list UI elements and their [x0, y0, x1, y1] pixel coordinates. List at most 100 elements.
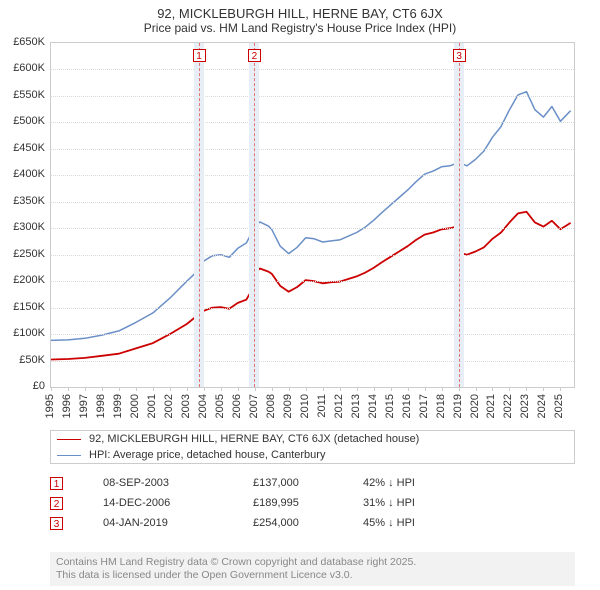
x-axis-label: 2011 [316, 394, 328, 418]
gridline [51, 122, 574, 123]
legend-label-hpi: HPI: Average price, detached house, Cant… [89, 449, 325, 461]
legend-swatch-hpi [57, 455, 81, 456]
x-tick [476, 387, 477, 391]
x-axis-label: 2018 [435, 394, 447, 418]
x-axis-label: 2019 [452, 394, 464, 418]
y-axis-label: £250K [1, 248, 45, 260]
x-tick [543, 387, 544, 391]
legend-row-property: 92, MICKLEBURGH HILL, HERNE BAY, CT6 6JX… [51, 431, 574, 447]
x-tick [323, 387, 324, 391]
y-axis-label: £550K [1, 89, 45, 101]
x-axis-label: 2004 [197, 394, 209, 418]
legend-row-hpi: HPI: Average price, detached house, Cant… [51, 447, 574, 463]
x-tick [492, 387, 493, 391]
plot-area: 123 [50, 42, 575, 388]
x-tick [187, 387, 188, 391]
x-tick [170, 387, 171, 391]
x-axis-label: 2013 [350, 394, 362, 418]
x-axis-label: 2003 [180, 394, 192, 418]
series-hpi [51, 92, 571, 341]
x-axis-label: 1998 [95, 394, 107, 418]
event-row: 304-JAN-2019£254,00045% ↓ HPI [50, 514, 575, 532]
x-axis-label: 2008 [265, 394, 277, 418]
event-marker-2: 2 [50, 497, 63, 510]
x-tick [289, 387, 290, 391]
sale-marker-3: 3 [453, 49, 466, 62]
event-date: 14-DEC-2006 [103, 497, 253, 509]
x-tick [560, 387, 561, 391]
x-axis-label: 1999 [112, 394, 124, 418]
y-axis-label: £100K [1, 327, 45, 339]
x-axis-label: 2002 [163, 394, 175, 418]
y-axis-label: £400K [1, 168, 45, 180]
x-tick [526, 387, 527, 391]
x-axis-label: 2005 [214, 394, 226, 418]
y-axis-label: £650K [1, 36, 45, 48]
y-axis-label: £450K [1, 142, 45, 154]
y-axis-label: £500K [1, 115, 45, 127]
x-axis-label: 2022 [502, 394, 514, 418]
x-tick [238, 387, 239, 391]
series-property [51, 212, 571, 360]
sale-dashed-line [254, 43, 255, 387]
x-axis-label: 2023 [519, 394, 531, 418]
x-axis-label: 2009 [282, 394, 294, 418]
event-row: 108-SEP-2003£137,00042% ↓ HPI [50, 474, 575, 492]
x-axis-label: 2015 [384, 394, 396, 418]
legend-box: 92, MICKLEBURGH HILL, HERNE BAY, CT6 6JX… [50, 430, 575, 464]
x-axis-label: 2012 [333, 394, 345, 418]
y-axis-label: £350K [1, 195, 45, 207]
x-axis-label: 2007 [248, 394, 260, 418]
footer-line2: This data is licensed under the Open Gov… [56, 569, 569, 582]
x-tick [51, 387, 52, 391]
legend-label-property: 92, MICKLEBURGH HILL, HERNE BAY, CT6 6JX… [89, 433, 419, 445]
x-axis-label: 2006 [231, 394, 243, 418]
x-tick [204, 387, 205, 391]
line-layer [51, 43, 574, 387]
x-axis-label: 2001 [146, 394, 158, 418]
x-tick [306, 387, 307, 391]
y-axis-label: £50K [1, 354, 45, 366]
x-axis-label: 2017 [418, 394, 430, 418]
legend-swatch-property [57, 439, 81, 440]
gridline [51, 149, 574, 150]
gridline [51, 96, 574, 97]
x-axis-label: 2020 [469, 394, 481, 418]
x-axis-label: 2024 [536, 394, 548, 418]
x-tick [509, 387, 510, 391]
event-delta: 31% ↓ HPI [363, 497, 415, 509]
chart-subtitle: Price paid vs. HM Land Registry's House … [0, 21, 600, 39]
sale-dashed-line [459, 43, 460, 387]
gridline [51, 202, 574, 203]
gridline [51, 361, 574, 362]
sale-dashed-line [199, 43, 200, 387]
x-tick [85, 387, 86, 391]
x-tick [357, 387, 358, 391]
chart-title: 92, MICKLEBURGH HILL, HERNE BAY, CT6 6JX [0, 0, 600, 21]
event-date: 04-JAN-2019 [103, 517, 253, 529]
x-axis-label: 1996 [61, 394, 73, 418]
y-axis-label: £150K [1, 301, 45, 313]
footer-attribution: Contains HM Land Registry data © Crown c… [50, 552, 575, 586]
gridline [51, 334, 574, 335]
event-table: 108-SEP-2003£137,00042% ↓ HPI 2 14-DEC-200… [50, 474, 575, 534]
event-marker-1: 1 [50, 477, 63, 490]
x-tick [68, 387, 69, 391]
y-axis-label: £300K [1, 221, 45, 233]
y-axis-label: £0 [1, 380, 45, 392]
x-axis-label: 1997 [78, 394, 90, 418]
x-tick [153, 387, 154, 391]
x-tick [374, 387, 375, 391]
gridline [51, 69, 574, 70]
x-tick [272, 387, 273, 391]
y-axis-label: £200K [1, 274, 45, 286]
gridline [51, 228, 574, 229]
x-tick [136, 387, 137, 391]
x-tick [442, 387, 443, 391]
sale-marker-1: 1 [193, 49, 206, 62]
x-axis-label: 2000 [129, 394, 141, 418]
gridline [51, 308, 574, 309]
x-tick [459, 387, 460, 391]
event-delta: 42% ↓ HPI [363, 477, 415, 489]
x-tick [391, 387, 392, 391]
